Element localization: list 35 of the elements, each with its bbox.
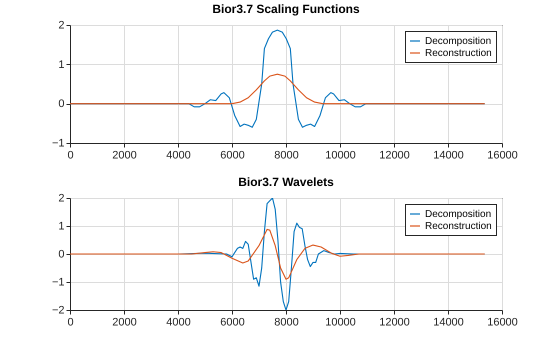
x-tick-label: 6000 xyxy=(220,150,245,162)
x-tick-label: 2000 xyxy=(112,150,137,162)
y-tick-label: −1 xyxy=(52,138,64,150)
x-tick-label: 10000 xyxy=(325,150,356,162)
y-tick-label: 2 xyxy=(58,192,64,204)
y-tick-label: −1 xyxy=(52,276,64,288)
x-tick-label: 14000 xyxy=(433,150,464,162)
x-tick-label: 6000 xyxy=(220,316,245,328)
legend-label: Decomposition xyxy=(425,36,492,47)
x-tick-label: 12000 xyxy=(379,150,410,162)
legend-label: Decomposition xyxy=(425,209,492,220)
chart-title: Bior3.7 Wavelets xyxy=(238,175,334,189)
x-tick-label: 0 xyxy=(67,316,74,328)
x-tick-label: 12000 xyxy=(379,316,410,328)
x-tick-label: 0 xyxy=(67,150,74,162)
y-tick-label: 1 xyxy=(58,220,64,232)
x-tick-label: 16000 xyxy=(487,150,518,162)
y-tick-label: 1 xyxy=(58,58,64,71)
legend-label: Reconstruction xyxy=(425,48,492,59)
x-tick-label: 4000 xyxy=(166,316,191,328)
y-tick-label: 0 xyxy=(58,98,64,110)
x-tick-label: 8000 xyxy=(274,150,299,162)
x-tick-label: 14000 xyxy=(433,316,464,328)
x-tick-label: 4000 xyxy=(166,150,191,162)
chart-title: Bior3.7 Scaling Functions xyxy=(212,2,360,16)
legend-label: Reconstruction xyxy=(425,221,492,232)
x-tick-label: 10000 xyxy=(325,316,356,328)
y-tick-label: 2 xyxy=(58,20,64,32)
x-tick-label: 16000 xyxy=(487,316,518,328)
y-tick-label: 0 xyxy=(58,248,64,260)
line-series xyxy=(70,228,486,280)
y-tick-label: −2 xyxy=(52,304,64,316)
x-tick-label: 8000 xyxy=(274,316,299,328)
line-series xyxy=(70,74,486,104)
x-tick-label: 2000 xyxy=(112,316,137,328)
